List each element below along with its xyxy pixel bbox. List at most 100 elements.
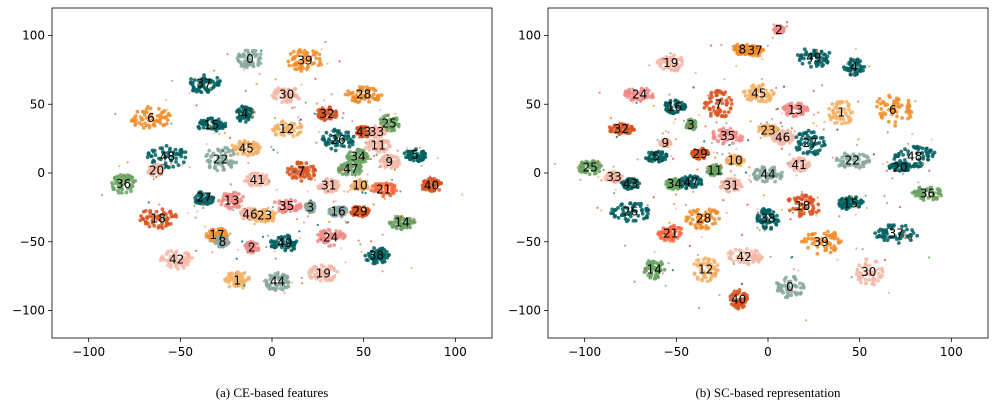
cluster-point [820,136,825,140]
cluster-point [386,140,391,145]
stray-point [331,116,335,119]
stray-point [748,178,751,181]
stray-point [748,166,751,169]
cluster-point [298,206,303,210]
cluster-point [880,116,884,120]
cluster-point [171,164,176,169]
cluster-point [801,151,806,155]
stray-point [820,84,824,87]
cluster-point [316,115,321,119]
cluster-point [294,67,299,72]
y-tick-label: −100 [12,304,45,318]
cluster-point [164,252,169,256]
cluster-point [391,191,395,195]
stray-point [668,93,671,96]
cluster-point [371,92,376,97]
cluster-point [801,56,806,61]
stray-point [244,89,247,92]
cluster-point [147,118,151,123]
cluster-point [365,85,369,89]
stray-point [266,234,269,237]
stray-point [858,168,862,171]
cluster-point [708,107,712,112]
cluster-point [711,131,716,136]
cluster-point [840,155,845,160]
cluster-point [156,225,161,230]
cluster-point [332,268,337,272]
stray-point [300,276,303,280]
cluster-point [365,141,370,146]
stray-point [338,60,341,63]
stray-point [327,245,330,248]
cluster-point [368,93,372,98]
stray-point [290,281,293,284]
cluster-label: 16 [330,205,345,219]
stray-point [729,170,733,173]
cluster-point [881,111,886,115]
cluster-point [285,170,290,175]
stray-point [145,125,148,128]
cluster-point [279,132,284,137]
cluster-point [217,198,221,203]
stray-point [667,131,670,134]
cluster-point [144,107,149,111]
cluster-point [346,89,350,94]
cluster-point [363,93,368,97]
cluster-point [720,113,725,118]
stray-point [744,171,748,174]
cluster-point [741,90,746,94]
stray-point [670,154,673,158]
cluster-point [367,99,371,104]
cluster-point [703,101,707,106]
cluster-point [293,86,297,91]
stray-point [227,234,230,237]
stray-point [670,143,673,146]
stray-point [782,85,786,88]
stray-point [229,232,232,235]
cluster-point [361,128,366,133]
cluster-point [190,256,195,260]
cluster-point [251,64,256,69]
stray-point [891,177,894,180]
cluster-point [800,61,805,66]
stray-point [372,203,375,206]
stray-point [261,235,265,238]
cluster-point [298,130,303,135]
stray-point [202,206,205,210]
stray-point [187,253,190,256]
cluster-point [818,148,822,153]
stray-point [253,111,256,114]
cluster-label: 27 [197,191,212,205]
stray-point [270,145,273,149]
cluster-point [165,118,170,122]
cluster-label: 2 [248,240,256,254]
stray-point [399,190,402,193]
cluster-point [324,130,329,135]
cluster-point [178,148,183,153]
cluster-point [229,271,233,276]
cluster-point [314,50,319,55]
stray-point [357,239,360,242]
stray-point [420,164,423,167]
cluster-point [357,132,362,137]
stray-point [342,112,345,115]
cluster-point [199,90,204,95]
stray-point [715,121,718,124]
cluster-point [738,138,742,143]
cluster-point [153,153,158,157]
cluster-point [751,172,756,177]
cluster-point [350,139,355,144]
cluster-point [862,65,867,69]
stray-point [229,183,232,186]
cluster-point [316,184,320,189]
cluster-point [143,209,148,213]
cluster-point [273,211,278,216]
cluster-point [176,266,181,271]
stray-point [735,147,738,150]
cluster-point [295,125,300,130]
cluster-point [680,62,684,67]
cluster-point [299,124,304,129]
stray-point [240,112,243,116]
cluster-point [154,118,159,123]
cluster-point [290,176,295,180]
